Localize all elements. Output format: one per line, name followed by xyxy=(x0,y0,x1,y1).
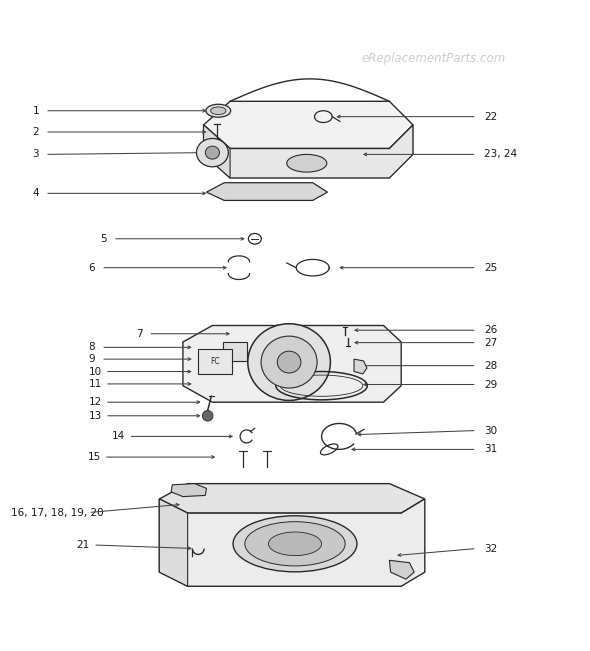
Polygon shape xyxy=(354,359,367,374)
Text: 32: 32 xyxy=(484,544,497,553)
Text: 31: 31 xyxy=(484,445,497,454)
Text: 13: 13 xyxy=(88,411,101,421)
Text: 15: 15 xyxy=(87,452,100,462)
Text: 5: 5 xyxy=(100,234,107,243)
Text: 30: 30 xyxy=(484,426,497,436)
Ellipse shape xyxy=(268,532,322,555)
Ellipse shape xyxy=(211,107,226,115)
Polygon shape xyxy=(159,484,425,513)
Text: 4: 4 xyxy=(32,188,39,199)
Text: 10: 10 xyxy=(88,367,101,376)
Ellipse shape xyxy=(287,154,327,172)
Circle shape xyxy=(202,411,213,421)
Polygon shape xyxy=(223,342,247,361)
Polygon shape xyxy=(204,125,230,178)
Text: 1: 1 xyxy=(32,105,39,116)
Polygon shape xyxy=(171,484,206,497)
Text: 6: 6 xyxy=(88,263,95,273)
Text: 8: 8 xyxy=(88,342,95,352)
Ellipse shape xyxy=(205,146,219,159)
Text: 14: 14 xyxy=(112,432,125,441)
Polygon shape xyxy=(183,326,401,402)
Ellipse shape xyxy=(233,516,357,572)
Ellipse shape xyxy=(248,324,330,400)
Text: 29: 29 xyxy=(484,380,497,389)
Text: 25: 25 xyxy=(484,263,497,273)
Text: 16, 17, 18, 19, 20: 16, 17, 18, 19, 20 xyxy=(11,508,103,518)
Ellipse shape xyxy=(277,351,301,373)
Polygon shape xyxy=(389,561,414,579)
Polygon shape xyxy=(206,183,327,201)
Text: 9: 9 xyxy=(88,354,95,364)
Polygon shape xyxy=(204,125,413,178)
Text: 11: 11 xyxy=(88,379,101,389)
Ellipse shape xyxy=(261,336,317,388)
Text: 12: 12 xyxy=(88,397,101,407)
Text: FC: FC xyxy=(210,357,219,366)
Text: 28: 28 xyxy=(484,361,497,370)
Text: 23, 24: 23, 24 xyxy=(484,149,517,159)
Text: 27: 27 xyxy=(484,338,497,348)
Text: 21: 21 xyxy=(77,540,90,550)
Text: 22: 22 xyxy=(484,111,497,122)
Polygon shape xyxy=(204,102,413,148)
Polygon shape xyxy=(198,349,232,374)
Text: 7: 7 xyxy=(136,329,142,339)
Text: 3: 3 xyxy=(32,149,39,159)
Ellipse shape xyxy=(206,104,231,117)
Polygon shape xyxy=(159,499,425,587)
Ellipse shape xyxy=(245,521,345,566)
Polygon shape xyxy=(159,499,188,587)
Text: 2: 2 xyxy=(32,127,39,137)
Text: 26: 26 xyxy=(484,326,497,335)
Text: eReplacementParts.com: eReplacementParts.com xyxy=(362,52,506,65)
Ellipse shape xyxy=(196,139,228,167)
